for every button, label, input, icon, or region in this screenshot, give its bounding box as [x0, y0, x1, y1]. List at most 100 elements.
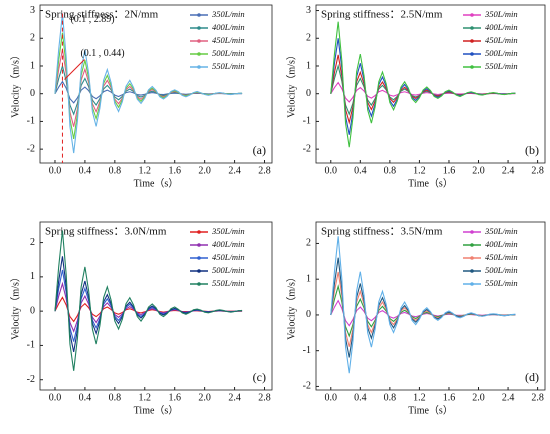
legend-label: 500L/min	[212, 48, 245, 58]
y-tick-label: 2	[30, 237, 35, 248]
y-tick-label: 2	[30, 33, 35, 44]
y-tick-label: -1	[303, 345, 311, 356]
y-axis-label: Velocity（m/s）	[9, 50, 21, 118]
legend-marker	[197, 52, 201, 56]
x-axis-label: Time（s）	[134, 404, 179, 416]
plot-frame	[39, 4, 273, 164]
chart-title: Spring stiffness：2.5N/mm	[321, 9, 443, 21]
legend-marker	[197, 243, 201, 247]
x-tick-label: 1.6	[168, 165, 181, 176]
y-tick-label: -1	[27, 116, 35, 127]
plot-frame	[315, 4, 546, 164]
y-tick-label: 0	[30, 305, 35, 316]
legend-label: 400L/min	[485, 22, 518, 32]
plot-frame	[39, 221, 273, 391]
x-tick-label: 2.0	[198, 165, 211, 176]
x-tick-label: 0.8	[384, 165, 397, 176]
legend-marker	[197, 26, 201, 30]
legend-marker	[197, 230, 201, 234]
legend-marker	[197, 65, 201, 69]
panel-label: (a)	[253, 143, 266, 157]
legend-marker	[470, 39, 474, 43]
legend-label: 450L/min	[485, 252, 518, 262]
legend-label: 350L/min	[484, 9, 518, 19]
y-tick-label: 1	[30, 271, 35, 282]
annotation-label: (0.1 , 0.44)	[80, 48, 124, 59]
y-tick-label: 3	[30, 5, 35, 16]
chart-title: Spring stiffness：3.0N/mm	[45, 226, 167, 238]
x-tick-label: 2.0	[472, 392, 485, 403]
y-axis-label: Velocity（m/s）	[285, 50, 297, 118]
legend-label: 550L/min	[485, 61, 518, 71]
y-tick-label: 0	[306, 309, 311, 320]
legend-marker	[197, 269, 201, 273]
legend-marker	[197, 282, 201, 286]
legend-marker	[470, 243, 474, 247]
y-tick-label: -2	[303, 143, 311, 154]
x-tick-label: 2.0	[472, 165, 485, 176]
x-tick-label: 2.8	[531, 392, 544, 403]
x-tick-label: 2.8	[258, 392, 271, 403]
legend-label: 400L/min	[485, 239, 518, 249]
x-axis-label: Time（s）	[408, 404, 453, 416]
series-line	[54, 13, 243, 154]
x-tick-label: 0.4	[354, 392, 367, 403]
legend-label: 500L/min	[485, 265, 518, 275]
chart-title: Spring stiffness：2N/mm	[45, 9, 159, 21]
legend-marker	[470, 282, 474, 286]
x-tick-label: 0.4	[79, 392, 92, 403]
y-tick-label: 0	[30, 88, 35, 99]
y-tick-label: -1	[27, 340, 35, 351]
x-axis-label: Time（s）	[134, 177, 179, 189]
series-line	[330, 236, 516, 374]
x-axis-label: Time（s）	[408, 177, 453, 189]
legend-label: 500L/min	[212, 265, 245, 275]
x-tick-label: 0.4	[354, 165, 367, 176]
panel-label: (c)	[253, 370, 266, 384]
y-tick-label: 1	[30, 60, 35, 71]
panel-label: (d)	[525, 370, 539, 384]
annotation-label: (0.1 , 2.89)	[70, 14, 114, 25]
legend-marker	[197, 13, 201, 17]
x-tick-label: 2.8	[531, 165, 544, 176]
annotation-arrow	[64, 59, 85, 80]
legend-marker	[197, 39, 201, 43]
x-tick-label: 2.4	[502, 392, 515, 403]
x-tick-label: 0.0	[325, 392, 338, 403]
legend-label: 500L/min	[485, 48, 518, 58]
legend-marker	[470, 13, 474, 17]
x-tick-label: 0.8	[109, 392, 122, 403]
x-tick-label: 0.8	[384, 392, 397, 403]
y-tick-label: 1	[306, 273, 311, 284]
y-tick-label: 3	[306, 5, 311, 16]
legend-label: 350L/min	[484, 226, 518, 236]
legend-label: 550L/min	[485, 278, 518, 288]
chart-title: Spring stiffness：3.5N/mm	[321, 226, 443, 238]
x-tick-label: 2.8	[258, 165, 271, 176]
plot-frame	[315, 221, 546, 391]
x-tick-label: 0.0	[49, 392, 62, 403]
y-tick-label: 2	[306, 33, 311, 44]
legend-label: 450L/min	[212, 35, 245, 45]
legend-marker	[470, 26, 474, 30]
x-tick-label: 1.2	[139, 165, 152, 176]
y-tick-label: -2	[27, 143, 35, 154]
legend-label: 550L/min	[212, 278, 245, 288]
legend-label: 350L/min	[211, 9, 245, 19]
legend-marker	[470, 52, 474, 56]
x-tick-label: 0.8	[109, 165, 122, 176]
legend-label: 400L/min	[212, 239, 245, 249]
x-tick-label: 2.4	[228, 392, 241, 403]
y-tick-label: 1	[306, 60, 311, 71]
legend-marker	[470, 256, 474, 260]
y-tick-label: -1	[303, 116, 311, 127]
x-tick-label: 0.0	[49, 165, 62, 176]
x-tick-label: 2.0	[198, 392, 211, 403]
legend-label: 400L/min	[212, 22, 245, 32]
legend-marker	[470, 230, 474, 234]
legend-label: 350L/min	[211, 226, 245, 236]
legend-marker	[470, 65, 474, 69]
x-tick-label: 1.2	[413, 392, 426, 403]
x-tick-label: 1.6	[443, 165, 456, 176]
